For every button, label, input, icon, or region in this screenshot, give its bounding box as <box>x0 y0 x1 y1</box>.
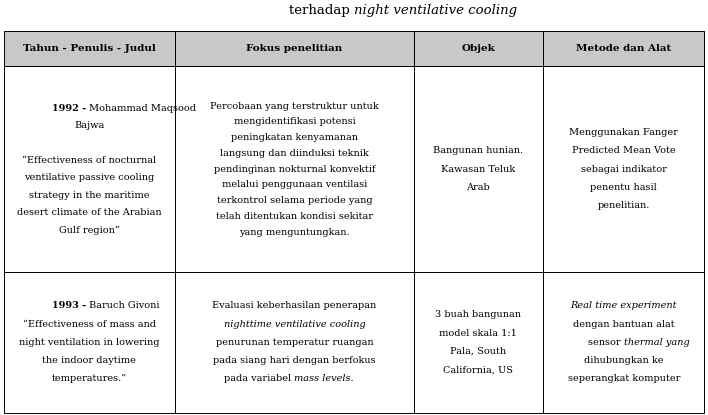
Text: dengan bantuan alat: dengan bantuan alat <box>573 320 675 329</box>
Text: Gulf region”: Gulf region” <box>59 226 120 234</box>
Text: Percobaan yang terstruktur untuk: Percobaan yang terstruktur untuk <box>210 102 379 110</box>
Text: pada siang hari dengan berfokus: pada siang hari dengan berfokus <box>213 356 376 365</box>
Text: Baruch Givoni: Baruch Givoni <box>89 301 160 310</box>
Text: Tahun - Penulis - Judul: Tahun - Penulis - Judul <box>23 44 156 53</box>
Bar <box>4 272 176 413</box>
Text: Pala, South: Pala, South <box>450 347 506 356</box>
Bar <box>4 31 176 66</box>
Text: strategy in the maritime: strategy in the maritime <box>29 191 149 200</box>
Text: night ventilative cooling: night ventilative cooling <box>354 4 517 17</box>
Text: penelitian.: penelitian. <box>598 201 650 210</box>
Bar <box>543 272 704 413</box>
Text: Objek: Objek <box>462 44 496 53</box>
Bar <box>413 31 543 66</box>
Text: melalui penggunaan ventilasi: melalui penggunaan ventilasi <box>222 181 367 189</box>
Bar <box>413 272 543 413</box>
Text: Fokus penelitian: Fokus penelitian <box>246 44 343 53</box>
Text: sebagai indikator: sebagai indikator <box>581 165 667 173</box>
Text: sensor: sensor <box>588 338 624 347</box>
Text: pada variabel: pada variabel <box>224 374 295 383</box>
Text: langsung dan diinduksi teknik: langsung dan diinduksi teknik <box>220 149 369 158</box>
Text: Metode dan Alat: Metode dan Alat <box>576 44 671 53</box>
Text: thermal yang: thermal yang <box>624 338 690 347</box>
Text: Evaluasi keberhasilan penerapan: Evaluasi keberhasilan penerapan <box>212 301 377 310</box>
Text: seperangkat komputer: seperangkat komputer <box>568 374 680 383</box>
Bar <box>4 66 176 272</box>
Text: the indoor daytime: the indoor daytime <box>42 356 137 365</box>
Text: 3 buah bangunan: 3 buah bangunan <box>435 310 521 320</box>
Text: temperatures.”: temperatures.” <box>52 374 127 383</box>
Text: night ventilation in lowering: night ventilation in lowering <box>19 338 159 347</box>
Text: model skala 1:1: model skala 1:1 <box>440 329 518 338</box>
Text: penentu hasil: penentu hasil <box>590 183 657 192</box>
Text: mass levels.: mass levels. <box>295 374 354 383</box>
Text: Real time experiment: Real time experiment <box>571 301 677 310</box>
Text: 1993 -: 1993 - <box>52 301 89 310</box>
Text: mengidentifikasi potensi: mengidentifikasi potensi <box>234 117 355 126</box>
Text: Predicted Mean Vote: Predicted Mean Vote <box>572 146 675 155</box>
Text: peningkatan kenyamanan: peningkatan kenyamanan <box>231 133 358 142</box>
Bar <box>543 31 704 66</box>
Text: telah ditentukan kondisi sekitar: telah ditentukan kondisi sekitar <box>216 212 373 221</box>
Text: desert climate of the Arabian: desert climate of the Arabian <box>17 208 161 217</box>
Text: California, US: California, US <box>443 365 513 374</box>
Text: Menggunakan Fanger: Menggunakan Fanger <box>569 128 678 137</box>
Bar <box>543 66 704 272</box>
Text: “Effectiveness of nocturnal: “Effectiveness of nocturnal <box>23 156 156 165</box>
Text: dihubungkan ke: dihubungkan ke <box>584 356 663 365</box>
Text: yang menguntungkan.: yang menguntungkan. <box>239 228 350 237</box>
Text: Bajwa: Bajwa <box>74 121 105 130</box>
Text: penurunan temperatur ruangan: penurunan temperatur ruangan <box>216 338 373 347</box>
Bar <box>176 66 413 272</box>
Bar <box>176 272 413 413</box>
Text: terkontrol selama periode yang: terkontrol selama periode yang <box>217 196 372 205</box>
Text: “Effectiveness of mass and: “Effectiveness of mass and <box>23 320 156 329</box>
Text: Bangunan hunian.: Bangunan hunian. <box>433 146 523 155</box>
Text: Arab: Arab <box>467 183 490 192</box>
Text: 1992 -: 1992 - <box>52 104 89 112</box>
Bar <box>176 31 413 66</box>
Text: Mohammad Maqsood: Mohammad Maqsood <box>89 104 196 112</box>
Text: nighttime ventilative cooling: nighttime ventilative cooling <box>224 320 365 329</box>
Text: terhadap: terhadap <box>289 4 354 17</box>
Text: ventilative passive cooling: ventilative passive cooling <box>24 173 154 182</box>
Text: Kawasan Teluk: Kawasan Teluk <box>441 165 515 173</box>
Text: pendinginan nokturnal konvektif: pendinginan nokturnal konvektif <box>214 165 375 173</box>
Bar <box>413 66 543 272</box>
